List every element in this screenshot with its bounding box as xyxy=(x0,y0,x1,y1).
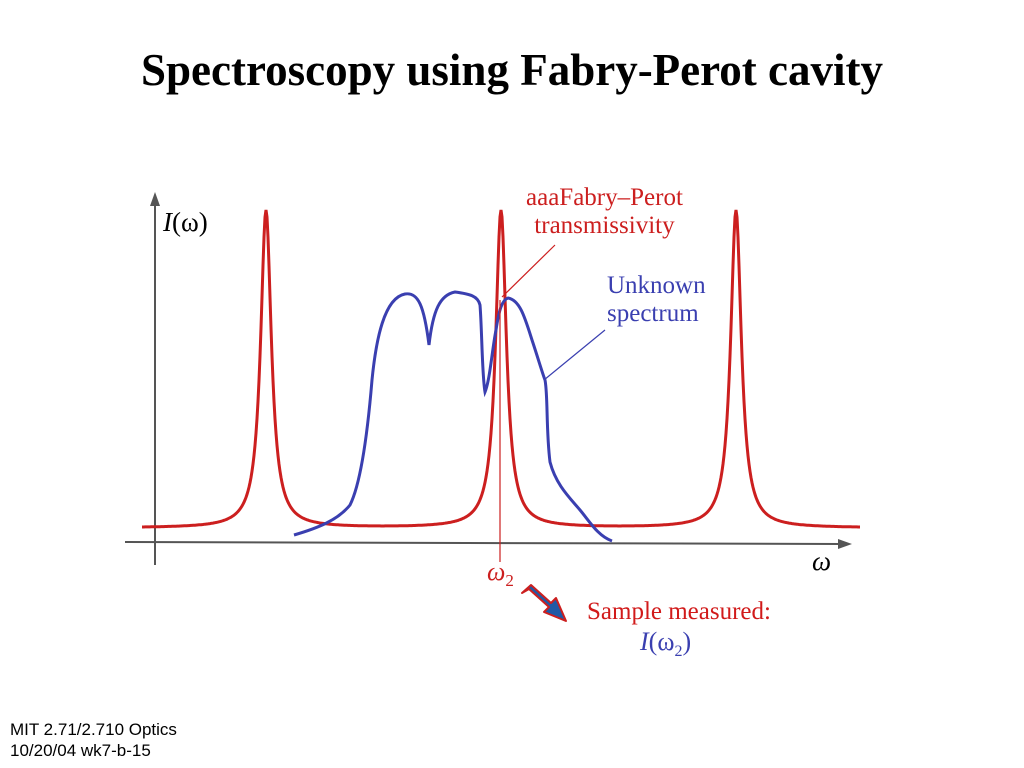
fabry-perot-label-line1: aaaFabry–Perot xyxy=(526,184,683,211)
sample-arrow-icon xyxy=(521,584,567,622)
unknown-spectrum-label-line1: Unknown xyxy=(607,272,706,299)
fabry-perot-label-line2: transmissivity xyxy=(534,211,675,239)
x-axis-label: ω xyxy=(812,546,831,576)
unknown-spectrum-label-line2: spectrum xyxy=(607,299,699,327)
footer-course: MIT 2.71/2.710 Optics xyxy=(10,720,177,739)
unknown-spectrum-label: Unknown spectrum xyxy=(607,272,706,327)
unknown-spectrum-curve xyxy=(293,290,613,543)
fabry-perot-pointer xyxy=(501,244,556,298)
sample-measured-label: Sample measured: xyxy=(587,598,771,625)
x-axis xyxy=(124,541,843,545)
omega2-label: ω2 xyxy=(487,557,514,590)
x-axis-arrowhead xyxy=(838,539,852,549)
sample-measured-equation: I(ω2) xyxy=(640,627,692,661)
footer-date-code: 10/20/04 wk7-b-15 xyxy=(10,741,151,760)
fabry-perot-transmissivity-curve xyxy=(142,209,860,529)
y-axis-arrowhead xyxy=(150,192,160,206)
slide-title: Spectroscopy using Fabry-Perot cavity xyxy=(140,45,884,95)
y-axis-label: I(ω) xyxy=(162,207,208,237)
unknown-spectrum-pointer xyxy=(543,329,606,381)
fabry-perot-label: aaaFabry–Perot transmissivity xyxy=(526,184,683,239)
footer: MIT 2.71/2.710 Optics 10/20/04 wk7-b-15 xyxy=(10,719,177,761)
